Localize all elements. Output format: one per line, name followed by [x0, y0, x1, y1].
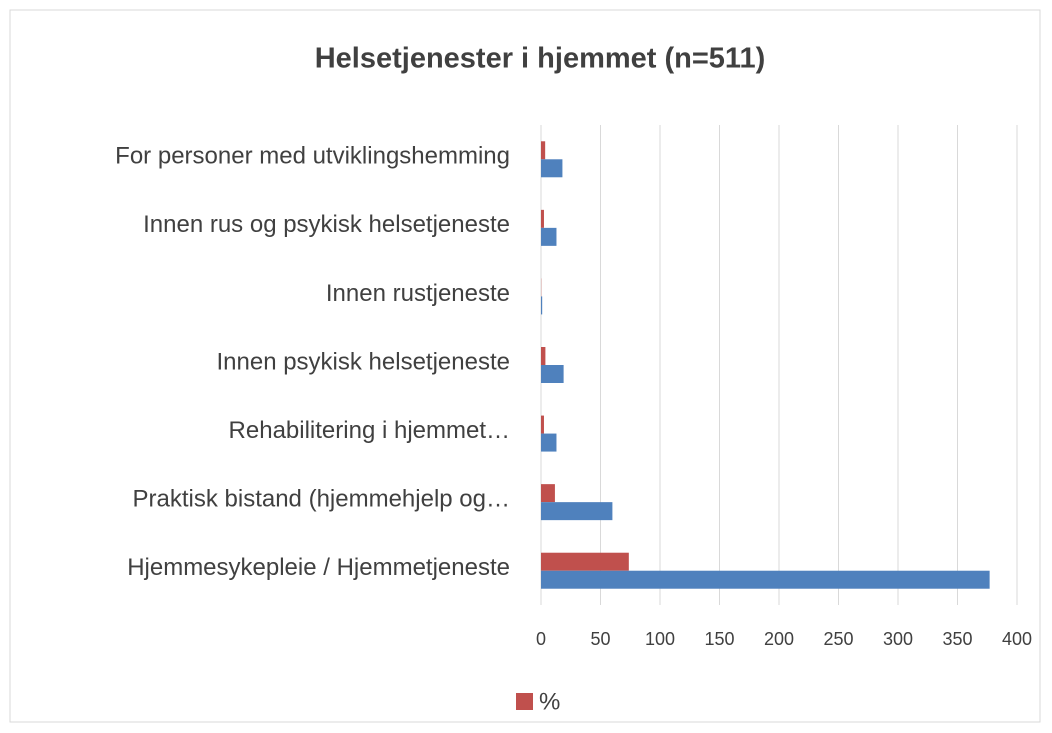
y-tick-label: Rehabilitering i hjemmet…: [229, 417, 510, 444]
bar: [541, 227, 557, 246]
bar: [541, 552, 629, 571]
y-tick-label: For personer med utviklingshemming: [115, 143, 510, 170]
bar: [541, 347, 546, 365]
chart-title: Helsetjenester i hjemmet (n=511): [315, 43, 766, 75]
x-tick-label: 150: [704, 629, 734, 649]
bar: [541, 296, 543, 315]
y-tick-label: Innen rustjeneste: [326, 280, 510, 307]
legend-label: %: [539, 688, 560, 715]
x-tick-label: 100: [645, 629, 675, 649]
bar: [541, 570, 990, 589]
bar: [541, 502, 613, 521]
x-tick-label: 350: [942, 629, 972, 649]
x-tick-label: 50: [590, 629, 610, 649]
y-tick-label: Hjemmesykepleie / Hjemmetjeneste: [127, 554, 510, 581]
y-tick-label: Innen psykisk helsetjeneste: [216, 348, 510, 375]
bar: [541, 415, 544, 434]
x-tick-label: 0: [536, 629, 546, 649]
x-tick-label: 200: [764, 629, 794, 649]
bar: [541, 141, 546, 160]
bar: [541, 159, 563, 178]
y-tick-label: Innen rus og psykisk helsetjeneste: [143, 211, 510, 238]
bar: [541, 365, 564, 383]
x-tick-label: 300: [883, 629, 913, 649]
bar: [541, 433, 557, 452]
bar: [541, 209, 544, 228]
chart-border: [9, 9, 1041, 723]
x-tick-label: 250: [823, 629, 853, 649]
bar: [541, 484, 555, 503]
y-tick-label: Praktisk bistand (hjemmehjelp og…: [133, 485, 511, 512]
x-tick-label: 400: [1002, 629, 1032, 649]
legend-swatch: [516, 693, 533, 710]
